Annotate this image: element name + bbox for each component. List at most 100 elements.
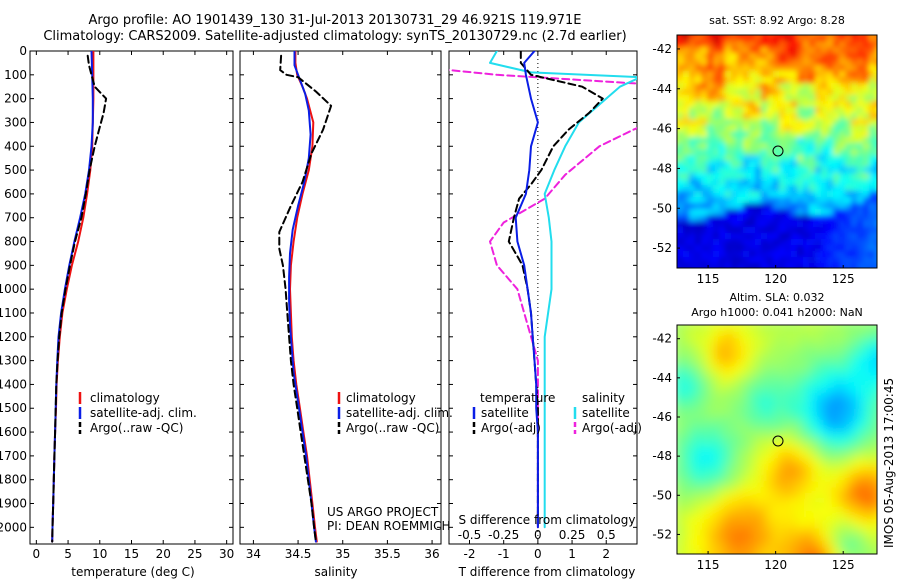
sla-cell xyxy=(755,505,762,512)
temperature-x-tick-label: 25 xyxy=(187,547,202,561)
sla-cell xyxy=(695,433,702,440)
sla-cell xyxy=(851,475,858,482)
sst-cell xyxy=(875,77,877,84)
sst-cell xyxy=(791,179,798,186)
sla-cell xyxy=(677,409,684,416)
sst-cell xyxy=(809,131,816,138)
sst-cell xyxy=(851,119,858,126)
sla-cell xyxy=(833,385,840,392)
sst-cell xyxy=(827,251,834,258)
sst-cell xyxy=(857,77,864,84)
sst-cell xyxy=(851,47,858,54)
sla-cell xyxy=(869,325,876,332)
sla-cell xyxy=(719,421,726,428)
sla-cell xyxy=(689,511,696,518)
sla-cell xyxy=(845,439,852,446)
sla-cell xyxy=(809,463,816,470)
sla-cell xyxy=(737,517,744,524)
sst-cell xyxy=(791,95,798,102)
sla-cell xyxy=(755,511,762,518)
sla-cell xyxy=(821,565,828,572)
sst-cell xyxy=(809,185,816,192)
t-difference-axis-label: T difference from climatology xyxy=(458,565,636,579)
sla-cell xyxy=(785,415,792,422)
sst-cell xyxy=(851,185,858,192)
sla-cell xyxy=(875,337,877,344)
sst-cell xyxy=(695,185,702,192)
sst-cell xyxy=(881,191,888,198)
sst-cell xyxy=(845,209,852,216)
sla-cell xyxy=(869,559,876,566)
sst-cell xyxy=(755,209,762,216)
sla-cell xyxy=(839,379,846,386)
sla-cell xyxy=(725,427,732,434)
sst-cell xyxy=(815,119,822,126)
sla-cell xyxy=(683,535,690,542)
sla-cell xyxy=(803,529,810,536)
sla-cell xyxy=(767,325,774,332)
sla-cell xyxy=(863,505,870,512)
sst-cell xyxy=(875,131,877,138)
sla-cell xyxy=(749,415,756,422)
sst-cell xyxy=(821,89,828,96)
sst-cell xyxy=(875,113,877,120)
sst-cell xyxy=(881,119,888,126)
sst-cell xyxy=(761,125,768,132)
sla-cell xyxy=(701,391,708,398)
sla-cell xyxy=(839,517,846,524)
salinity-x-tick-label: 34 xyxy=(246,547,261,561)
sla-cell xyxy=(809,391,816,398)
sst-cell xyxy=(761,107,768,114)
sst-cell xyxy=(791,173,798,180)
sst-cell xyxy=(785,257,792,264)
sst-cell xyxy=(863,125,870,132)
sst-cell xyxy=(713,155,720,162)
sst-cell xyxy=(755,167,762,174)
sst-cell xyxy=(881,95,888,102)
sla-cell xyxy=(755,421,762,428)
sla-cell xyxy=(881,361,888,368)
sla-cell xyxy=(875,373,877,380)
sla-cell xyxy=(695,427,702,434)
sla-cell xyxy=(719,385,726,392)
sla-cell xyxy=(875,487,877,494)
sst-cell xyxy=(767,119,774,126)
sst-cell xyxy=(851,113,858,120)
sst-cell xyxy=(701,215,708,222)
sst-cell xyxy=(773,245,780,252)
sst-cell xyxy=(719,143,726,150)
sst-cell xyxy=(791,167,798,174)
sst-cell xyxy=(737,59,744,66)
sst-cell xyxy=(797,233,804,240)
sla-cell xyxy=(707,415,714,422)
sla-cell xyxy=(749,445,756,452)
sla-cell xyxy=(713,505,720,512)
sst-cell xyxy=(713,173,720,180)
sla-cell xyxy=(845,337,852,344)
sst-cell xyxy=(821,227,828,234)
sst-cell xyxy=(809,155,816,162)
sla-cell xyxy=(869,367,876,374)
sst-cell xyxy=(719,173,726,180)
sst-cell xyxy=(779,53,786,60)
sst-cell xyxy=(863,101,870,108)
sst-cell xyxy=(791,77,798,84)
sla-cell xyxy=(743,409,750,416)
sst-cell xyxy=(821,149,828,156)
sst-cell xyxy=(731,275,738,282)
sst-cell xyxy=(773,149,780,156)
sla-cell xyxy=(815,367,822,374)
sla-cell xyxy=(689,325,696,332)
sst-cell xyxy=(695,197,702,204)
sla-cell xyxy=(677,451,684,458)
sst-cell xyxy=(809,149,816,156)
sla-cell xyxy=(683,523,690,530)
sla-cell xyxy=(845,517,852,524)
depth-tick-label: 400 xyxy=(4,139,27,153)
sla-cell xyxy=(731,421,738,428)
sla-cell xyxy=(821,559,828,566)
sst-cell xyxy=(785,95,792,102)
sst-cell xyxy=(815,113,822,120)
sst-cell xyxy=(785,191,792,198)
sla-cell xyxy=(821,361,828,368)
